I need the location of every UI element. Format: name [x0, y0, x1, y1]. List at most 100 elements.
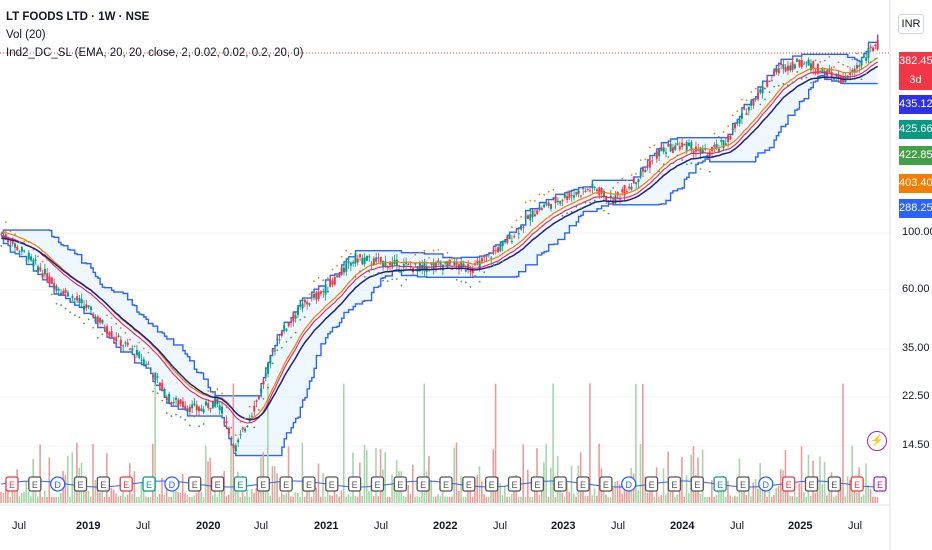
- lightning-icon[interactable]: ⚡: [867, 431, 887, 451]
- volume-bar: [821, 484, 824, 503]
- candle-body: [561, 200, 564, 202]
- event-marker[interactable]: E: [667, 476, 682, 492]
- currency-selector[interactable]: INR: [889, 0, 932, 48]
- event-marker[interactable]: E: [599, 476, 613, 492]
- sar-dot: [244, 417, 246, 420]
- event-marker[interactable]: E: [96, 476, 111, 492]
- volume-bar: [593, 488, 596, 503]
- sar-dot: [119, 327, 122, 329]
- sar-dot: [649, 146, 651, 149]
- volume-bar: [524, 496, 527, 503]
- event-marker-label: E: [123, 480, 129, 490]
- volume-bar: [271, 466, 274, 503]
- event-marker-label: E: [329, 480, 335, 490]
- candle-body: [140, 359, 143, 361]
- event-marker[interactable]: E: [781, 476, 796, 492]
- time-axis-label: 2021: [314, 520, 339, 532]
- volume-bar: [501, 495, 504, 503]
- volume-bar: [814, 492, 817, 503]
- event-marker[interactable]: E: [142, 476, 156, 492]
- event-marker[interactable]: D: [621, 476, 637, 492]
- candle-body: [184, 405, 187, 410]
- candle-body: [464, 270, 467, 272]
- chart-legend: LT FOODS LTD · 1W · NSE Vol (20) Ind2_DC…: [6, 8, 303, 62]
- volume-bar: [793, 489, 796, 503]
- candle-body: [250, 415, 253, 417]
- sar-dot: [455, 278, 458, 281]
- sar-dot: [810, 81, 812, 84]
- sar-dot: [704, 160, 707, 163]
- event-marker[interactable]: E: [188, 476, 202, 492]
- event-marker[interactable]: E: [73, 476, 88, 492]
- event-marker[interactable]: E: [530, 476, 545, 492]
- volume-bar: [83, 480, 85, 503]
- volume-bar: [101, 490, 104, 503]
- candle-body: [46, 273, 49, 281]
- event-marker[interactable]: E: [873, 476, 887, 492]
- candle-body: [632, 177, 635, 184]
- event-marker[interactable]: E: [302, 476, 316, 492]
- event-marker[interactable]: E: [370, 476, 385, 492]
- volume-bar: [823, 461, 826, 503]
- candle-body: [218, 405, 221, 411]
- event-marker[interactable]: E: [850, 476, 864, 492]
- candle-body: [89, 306, 92, 311]
- volume-bar: [177, 492, 179, 503]
- volume-bar: [715, 494, 718, 503]
- event-marker[interactable]: E: [119, 476, 133, 492]
- candle-body: [322, 291, 325, 293]
- candle-body: [596, 189, 599, 192]
- event-marker[interactable]: D: [164, 476, 180, 492]
- volume-bar: [448, 496, 451, 503]
- symbol-title[interactable]: LT FOODS LTD · 1W · NSE: [6, 11, 150, 23]
- event-marker[interactable]: E: [210, 476, 225, 492]
- event-marker[interactable]: E: [827, 476, 841, 492]
- event-marker[interactable]: E: [28, 476, 42, 492]
- event-marker[interactable]: E: [5, 476, 19, 492]
- candle-body: [73, 298, 76, 300]
- volume-bar: [467, 488, 469, 503]
- volume-bar: [457, 490, 460, 503]
- ema-orange-line: [1, 57, 878, 420]
- event-marker-label: E: [260, 480, 266, 490]
- sar-dot: [598, 207, 601, 210]
- volume-bar: [460, 476, 462, 503]
- event-marker[interactable]: E: [439, 476, 453, 492]
- volume-bar: [676, 494, 679, 503]
- volume-indicator-label[interactable]: Vol (20): [6, 29, 46, 41]
- event-marker[interactable]: E: [393, 476, 407, 492]
- event-marker[interactable]: D: [50, 476, 66, 492]
- candle-body: [727, 135, 730, 143]
- event-marker[interactable]: E: [804, 476, 819, 492]
- event-marker[interactable]: E: [553, 476, 567, 492]
- volume-bar: [18, 496, 21, 503]
- sar-dot: [115, 322, 118, 325]
- volume-bar: [538, 494, 541, 503]
- event-marker[interactable]: E: [325, 476, 339, 492]
- event-marker[interactable]: E: [644, 476, 659, 492]
- event-marker[interactable]: E: [507, 476, 522, 492]
- candle-body: [278, 339, 281, 341]
- candle-body: [501, 241, 504, 247]
- volume-bar: [453, 447, 455, 503]
- event-marker[interactable]: E: [485, 476, 499, 492]
- volume-bar: [547, 496, 550, 503]
- event-marker[interactable]: E: [576, 476, 590, 492]
- event-marker[interactable]: E: [233, 476, 248, 492]
- candle-body: [27, 252, 30, 260]
- event-marker[interactable]: E: [690, 476, 704, 492]
- event-marker[interactable]: E: [416, 476, 430, 492]
- candle-body: [388, 261, 391, 266]
- donchian-indicator-label[interactable]: Ind2_DC_SL (EMA, 20, 20, close, 2, 0.02,…: [6, 47, 304, 59]
- candle-body: [188, 406, 191, 412]
- candle-body: [872, 47, 875, 52]
- event-marker[interactable]: E: [462, 476, 476, 492]
- event-marker[interactable]: E: [736, 476, 750, 492]
- candle-body: [685, 142, 688, 152]
- event-marker[interactable]: E: [347, 476, 362, 492]
- event-marker[interactable]: E: [279, 476, 293, 492]
- event-marker[interactable]: E: [256, 476, 270, 492]
- event-marker[interactable]: D: [758, 476, 774, 492]
- event-marker[interactable]: E: [713, 476, 727, 492]
